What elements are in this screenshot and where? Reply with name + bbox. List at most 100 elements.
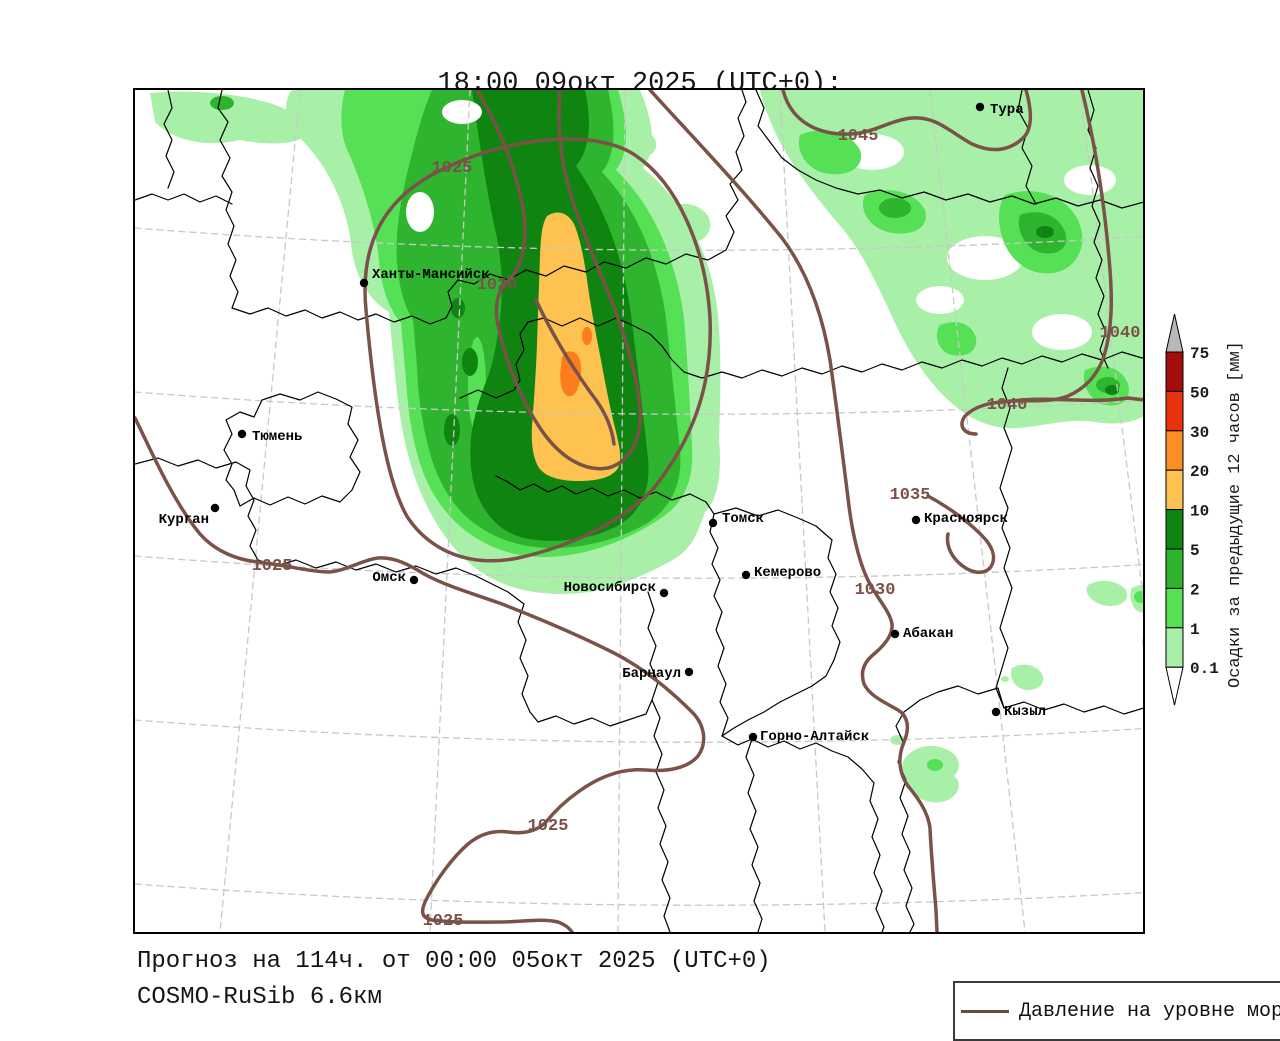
graticule-parallel <box>135 883 1143 906</box>
region-border <box>459 317 1143 399</box>
isobar-label: 1040 <box>987 396 1028 415</box>
precip-1-ne <box>936 322 977 356</box>
precip-2-ne <box>879 198 911 218</box>
precip-20-spot <box>582 327 592 345</box>
city-label: Горно-Алтайск <box>760 729 869 745</box>
precip-01-se <box>1142 637 1143 647</box>
region-border <box>937 685 1143 715</box>
precip-01-topleft <box>150 91 310 144</box>
region-border <box>223 391 361 507</box>
precip-01-se <box>1010 664 1044 690</box>
colorbar-axis-label: Осадки за предыдущие 12 часов [мм] <box>1226 341 1245 689</box>
precip-1-se <box>1134 591 1143 603</box>
colorbar-bottom-arrow <box>1165 666 1184 706</box>
colorbar-tick-label: 0.1 <box>1190 660 1219 678</box>
graticule-parallel <box>135 227 1143 251</box>
forecast-info: Прогноз на 114ч. от 00:00 05окт 2025 (UT… <box>137 948 771 975</box>
city-label: Кызыл <box>1004 704 1046 720</box>
graticule-meridian <box>429 90 471 932</box>
colorbar-segment <box>1165 430 1184 471</box>
graticule-meridian <box>617 90 626 932</box>
isobar-1045 <box>781 90 1033 152</box>
isobar-label: 1020 <box>477 276 518 295</box>
graticule-meridian <box>929 90 1026 932</box>
isobar-1035 <box>926 494 996 574</box>
isobar-label: 1045 <box>838 127 879 146</box>
city-label: Тюмень <box>252 429 302 445</box>
isobar-label: 1040 <box>1100 324 1141 343</box>
precip-1-se <box>927 759 943 771</box>
pressure-legend: Давление на уровне моря <box>953 981 1280 1041</box>
region-border <box>135 457 653 727</box>
colorbar-tick-label: 1 <box>1190 621 1200 639</box>
region-border <box>713 507 841 737</box>
map-frame: 1025 1020 1045 1040 1040 1035 1030 1025 1025 1025… <box>133 88 1145 934</box>
precip-5-ne <box>1105 385 1119 395</box>
precip-2-nw <box>210 96 234 110</box>
white-hole <box>947 236 1023 280</box>
colorbar: 75 50 30 20 10 5 2 1 0.1 <box>1165 313 1219 706</box>
city-label: Томск <box>722 511 764 527</box>
city-dot <box>741 570 751 580</box>
white-hole <box>1032 314 1092 350</box>
city-label: Новосибирск <box>564 580 656 596</box>
region-border <box>135 193 233 205</box>
city-label: Абакан <box>903 626 953 642</box>
colorbar-tick-label: 5 <box>1190 542 1200 560</box>
isobar-1040b <box>1011 396 1143 403</box>
city-label: Барнаул <box>622 666 681 682</box>
isobar-label: 1025 <box>423 912 464 931</box>
region-border <box>1017 90 1037 205</box>
isobar-1040 <box>960 90 1114 436</box>
colorbar-tick-label: 30 <box>1190 424 1209 442</box>
graticule-parallel <box>135 391 1143 415</box>
city-dot <box>911 515 921 525</box>
precip-1-ne <box>798 130 862 175</box>
city-label: Кемерово <box>754 565 821 581</box>
city-label: Красноярск <box>924 511 1008 527</box>
isobar-label: 1025 <box>528 817 569 836</box>
isobar-1020 <box>476 90 642 471</box>
region-border <box>163 90 175 189</box>
white-hole <box>406 192 434 232</box>
graticule-parallel <box>135 719 1143 743</box>
colorbar-tick-label: 20 <box>1190 463 1209 481</box>
city-dot <box>359 278 369 288</box>
city-dot <box>409 575 419 585</box>
colorbar-segment <box>1165 390 1184 432</box>
colorbar-tick-label: 2 <box>1190 581 1200 599</box>
city-dot <box>210 503 220 513</box>
city-label: Омск <box>372 570 406 586</box>
isobar-label: 1030 <box>855 581 896 600</box>
region-border <box>495 475 729 737</box>
city-dot <box>684 667 694 677</box>
city-dot <box>890 629 900 639</box>
isobar-1030 <box>648 90 939 932</box>
colorbar-segment <box>1165 351 1184 392</box>
region-border <box>721 735 885 932</box>
city-dot <box>708 518 718 528</box>
isobar-1025-meander <box>135 416 706 932</box>
region-border <box>647 591 671 932</box>
region-border <box>755 90 1143 209</box>
precip-5-spot <box>451 298 465 318</box>
precip-01-se <box>1086 580 1128 606</box>
precip-01-patch <box>669 203 711 243</box>
precip-01-se <box>902 745 959 803</box>
isobar-label: 1025 <box>432 159 473 178</box>
model-info: COSMO-RuSib 6.6км <box>137 984 382 1011</box>
city-label: Курган <box>159 512 209 528</box>
city-dot <box>975 102 985 112</box>
isobar-label: 1025 <box>252 557 293 576</box>
colorbar-tick-label: 50 <box>1190 384 1209 402</box>
colorbar-segment <box>1165 509 1184 550</box>
city-label: Ханты-Мансийск <box>372 267 490 283</box>
graticule-meridian <box>1079 90 1143 601</box>
pressure-legend-label: Давление на уровне моря <box>1019 999 1280 1023</box>
region-border <box>217 90 747 325</box>
precip-5-spot <box>462 348 478 376</box>
precip-5-ne <box>1036 226 1054 238</box>
graticule-meridian <box>219 90 301 932</box>
colorbar-top-arrow <box>1165 313 1184 353</box>
